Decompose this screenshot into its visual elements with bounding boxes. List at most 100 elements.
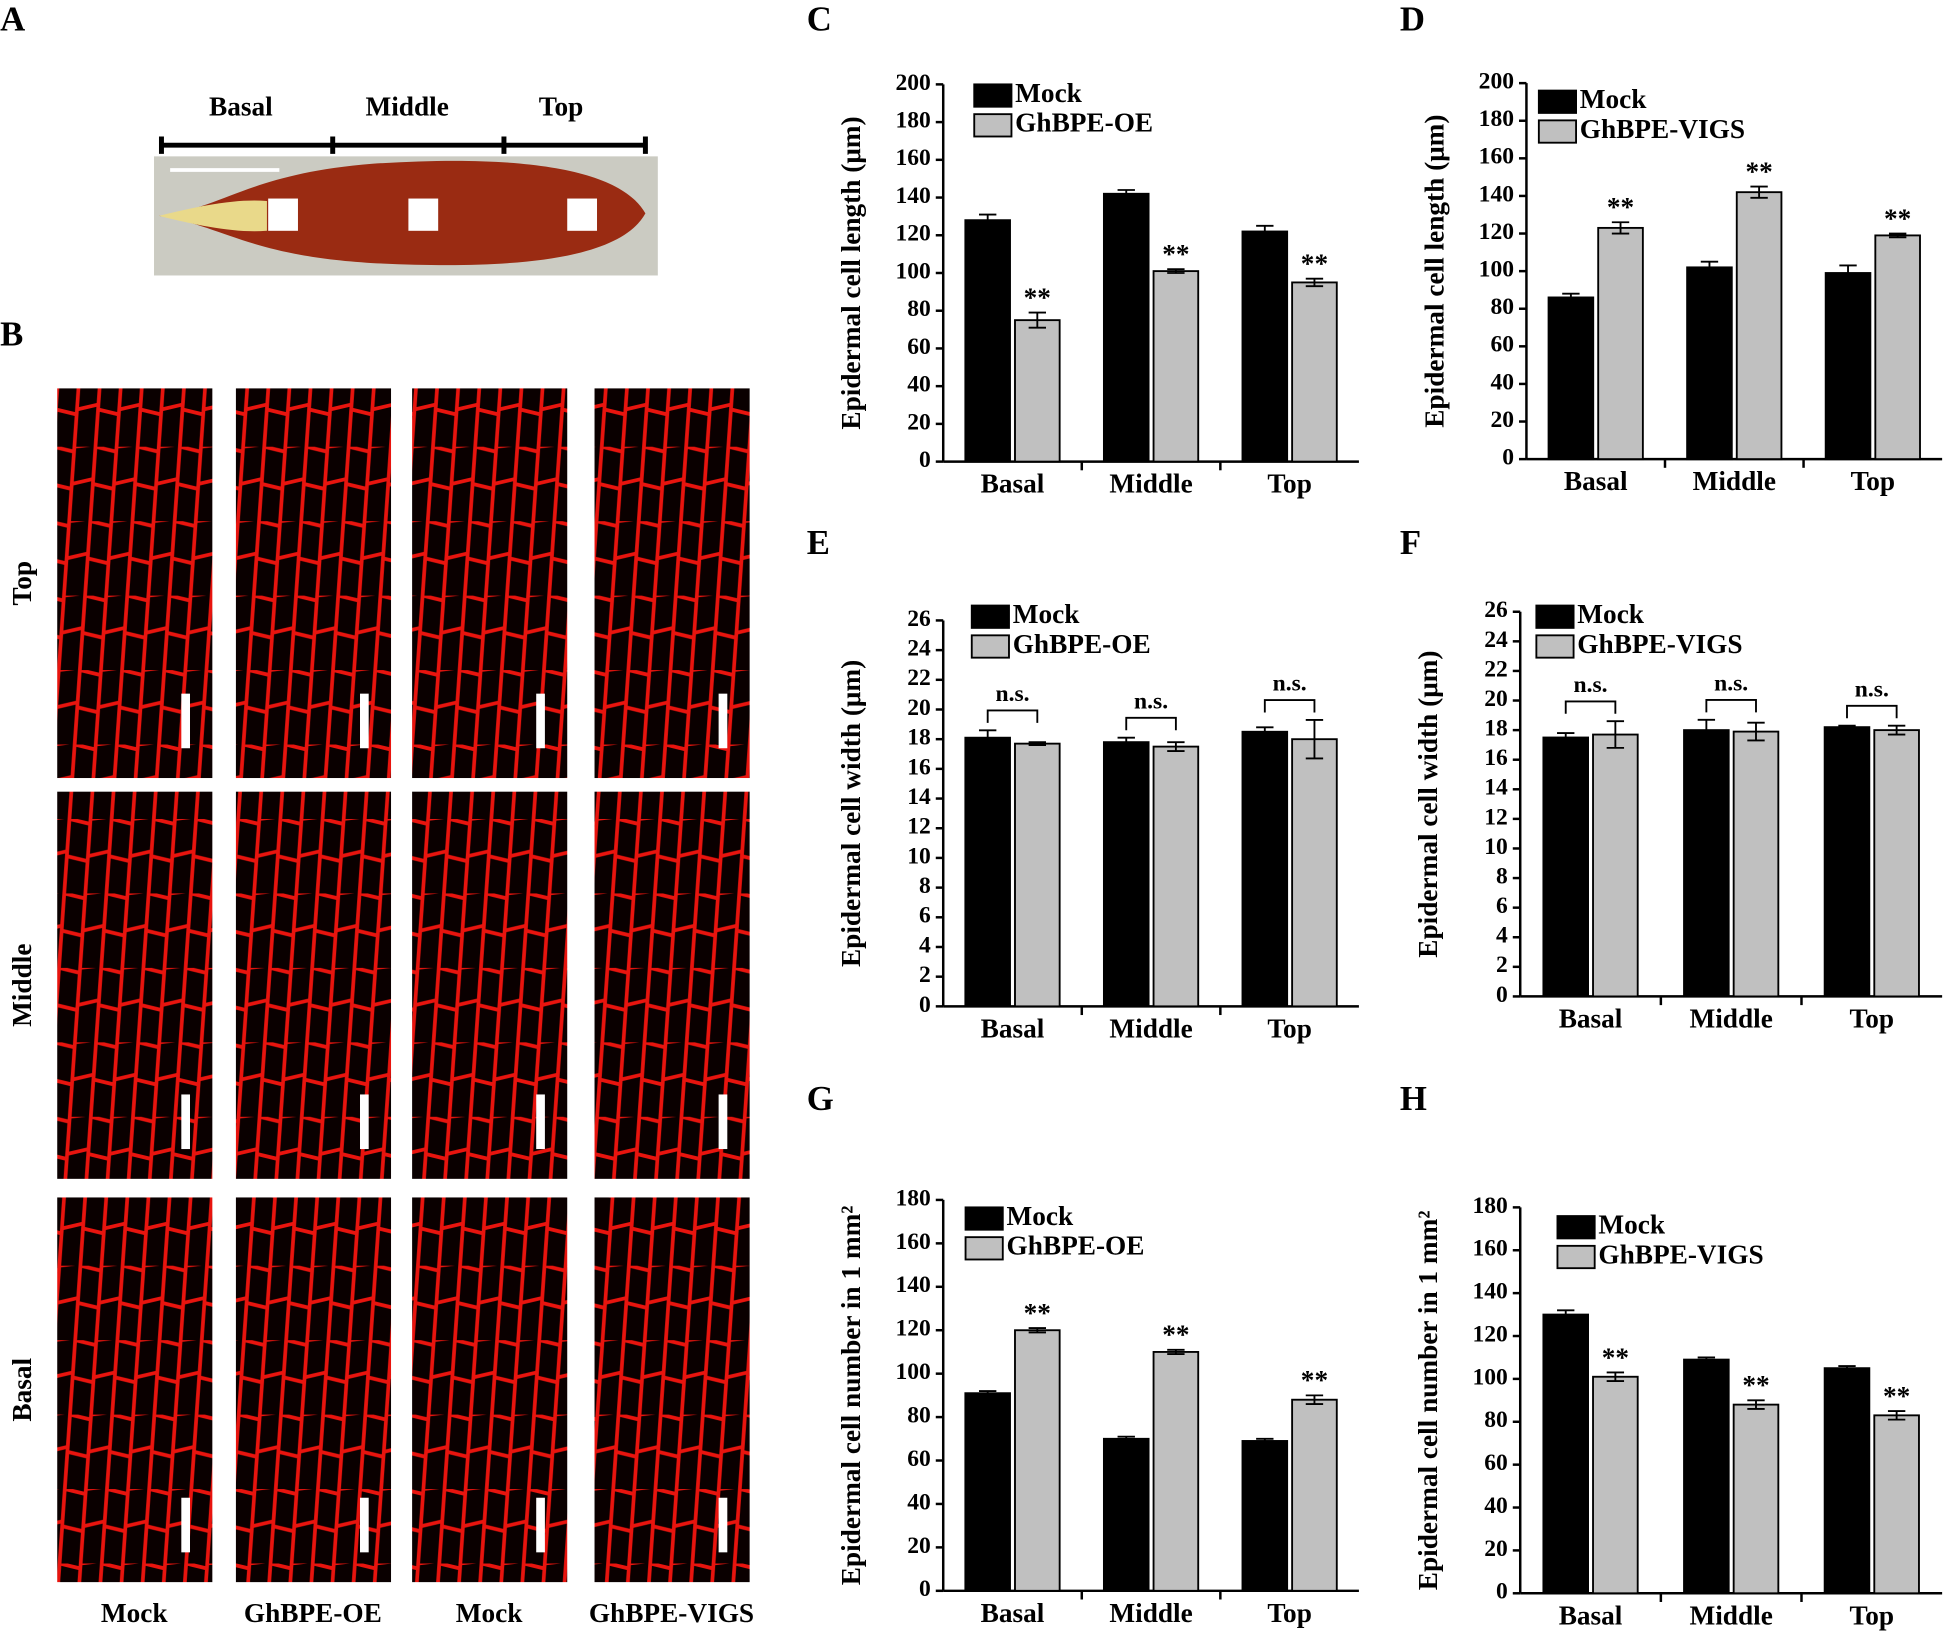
bar: [964, 1392, 1011, 1592]
x-tick-label: Top: [1850, 1600, 1895, 1630]
bar: [1824, 272, 1872, 461]
y-tick-label: 80: [907, 1402, 931, 1428]
x-tick-label: Basal: [1559, 1004, 1623, 1034]
bar: [1241, 730, 1289, 1008]
y-tick-label: 8: [1496, 863, 1508, 889]
y-tick-label: 160: [895, 1229, 930, 1255]
y-tick-label: 12: [1484, 804, 1508, 830]
legend-swatch: [964, 1206, 1004, 1231]
bar: [1152, 745, 1200, 1008]
significance-label: **: [1301, 249, 1328, 279]
x-tick-label: Top: [1267, 1013, 1312, 1043]
panel-label: F: [1400, 523, 1421, 562]
legend-label: GhBPE-VIGS: [1577, 629, 1742, 659]
significance-label: **: [1162, 239, 1189, 269]
bar: [1873, 729, 1920, 998]
bar: [1014, 319, 1061, 463]
x-tick-label: Middle: [1693, 466, 1776, 496]
y-tick-label: 100: [1479, 257, 1514, 283]
y-tick-label: 26: [907, 606, 931, 632]
y-tick-label: 24: [907, 636, 931, 662]
legend-swatch: [973, 113, 1013, 138]
region-label: Middle: [365, 91, 448, 121]
y-tick-label: 22: [907, 665, 931, 691]
error-bar: [1167, 1348, 1185, 1356]
y-tick-label: 16: [1484, 745, 1508, 771]
y-tick-label: 0: [919, 1576, 931, 1602]
column-label: Mock: [456, 1598, 523, 1628]
significance-label: **: [1607, 192, 1634, 222]
scale-bar: [360, 1497, 369, 1553]
significance-label: n.s.: [1714, 670, 1748, 696]
scale-bar: [360, 693, 369, 749]
y-tick-label: 180: [1472, 1193, 1507, 1219]
column-label: GhBPE-OE: [244, 1598, 382, 1628]
bar: [964, 219, 1011, 463]
y-tick-label: 120: [895, 1316, 930, 1342]
error-bar: [1028, 741, 1047, 747]
legend-swatch: [970, 604, 1010, 629]
scale-bar: [718, 1497, 728, 1553]
y-axis-label: Epidermal cell length (μm): [836, 116, 866, 429]
y-tick-label: 80: [907, 296, 931, 322]
y-tick-label: 0: [919, 992, 931, 1018]
error-bar: [1838, 1365, 1856, 1372]
bar: [1874, 234, 1921, 461]
y-tick-label: 8: [919, 873, 931, 899]
y-tick-label: 10: [907, 843, 931, 869]
significance-label: **: [1742, 1370, 1769, 1400]
y-tick-label: 4: [919, 932, 931, 958]
significance-bracket: [1564, 700, 1617, 714]
panel-label: E: [807, 523, 830, 562]
error-bar: [1028, 1327, 1047, 1334]
significance-label: n.s.: [1134, 688, 1168, 714]
error-bar: [1305, 1394, 1324, 1405]
y-tick-label: 20: [907, 695, 931, 721]
error-bar: [1887, 1410, 1906, 1421]
y-tick-label: 14: [907, 784, 931, 810]
scale-bar: [536, 1094, 545, 1150]
legend-label: Mock: [1007, 1201, 1074, 1231]
legend-swatch: [1537, 119, 1577, 144]
legend-swatch: [964, 1236, 1004, 1261]
significance-label: **: [1024, 282, 1051, 312]
scale-bar: [536, 1497, 545, 1553]
y-tick-label: 140: [1479, 181, 1514, 207]
scale-bar: [536, 693, 545, 749]
y-tick-label: 160: [1479, 144, 1514, 170]
legend-label: Mock: [1598, 1209, 1665, 1239]
legend-swatch: [1556, 1215, 1596, 1240]
column-label: GhBPE-VIGS: [589, 1598, 754, 1628]
y-tick-label: 80: [1484, 1407, 1508, 1433]
bar: [1014, 742, 1061, 1008]
region-bracket: [158, 136, 648, 154]
y-tick-label: 22: [1484, 656, 1508, 682]
legend-label: GhBPE-VIGS: [1598, 1239, 1763, 1269]
legend-label: Mock: [1580, 84, 1647, 114]
error-bar: [1305, 718, 1324, 760]
y-tick-label: 2: [1496, 952, 1508, 978]
x-tick-label: Basal: [1564, 466, 1628, 496]
y-tick-label: 180: [1479, 106, 1514, 132]
bar: [1686, 266, 1733, 461]
x-tick-label: Basal: [981, 1598, 1045, 1628]
y-tick-label: 200: [895, 70, 930, 96]
panel-label: H: [1400, 1079, 1427, 1118]
error-bar: [1888, 232, 1907, 239]
bar: [1241, 1440, 1289, 1592]
row-label: Basal: [7, 1358, 37, 1422]
error-bar: [1750, 185, 1768, 199]
legend-swatch: [1556, 1244, 1596, 1270]
y-tick-label: 160: [895, 145, 930, 171]
y-tick-label: 26: [1484, 597, 1508, 623]
y-tick-label: 60: [907, 1446, 931, 1472]
significance-label: **: [1883, 1381, 1910, 1411]
scale-bar: [181, 1094, 191, 1150]
bar: [1014, 1329, 1061, 1592]
legend-label: GhBPE-OE: [1015, 108, 1153, 138]
y-tick-label: 10: [1484, 834, 1508, 860]
y-tick-label: 6: [1496, 893, 1508, 919]
y-tick-label: 18: [1484, 716, 1508, 742]
significance-label: **: [1745, 156, 1772, 186]
